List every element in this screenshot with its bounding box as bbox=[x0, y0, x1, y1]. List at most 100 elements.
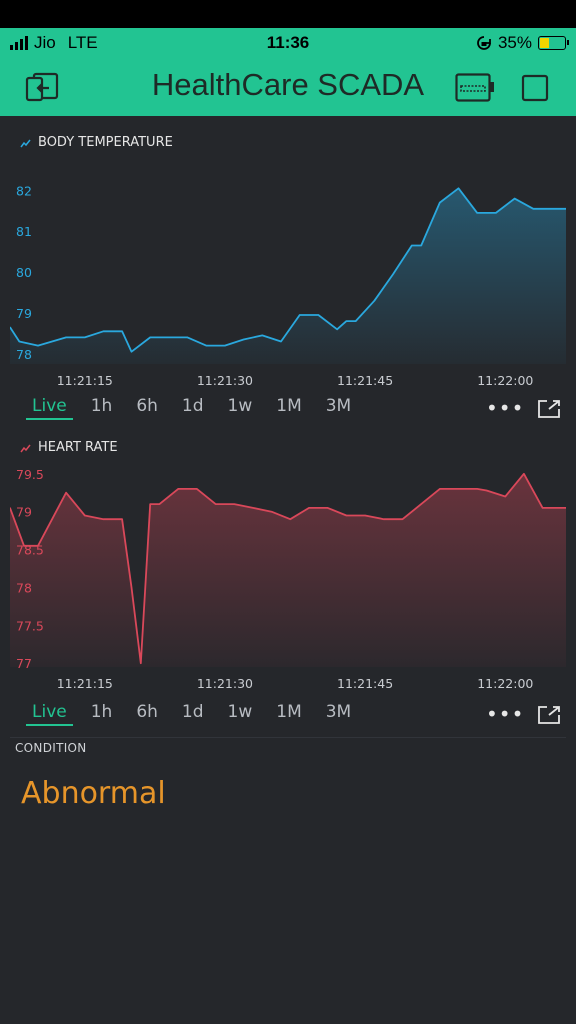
y-tick-label: 79 bbox=[16, 306, 32, 321]
heart_rate-data-point bbox=[65, 492, 67, 494]
rotation-lock-icon bbox=[477, 36, 491, 50]
heart_rate-data-point bbox=[345, 514, 347, 517]
square-button[interactable] bbox=[521, 74, 549, 106]
heart_rate-data-point bbox=[420, 503, 422, 505]
body_temperature-data-point bbox=[130, 351, 133, 353]
range-tab-1d[interactable]: 1d bbox=[181, 396, 204, 416]
heart_rate-data-point bbox=[476, 488, 478, 490]
heart-rate-more-button[interactable]: ••• bbox=[486, 702, 525, 726]
range-tab-1m[interactable]: 1M bbox=[276, 396, 302, 416]
y-tick-label: 79 bbox=[16, 505, 32, 520]
x-tick-label: 11:21:45 bbox=[337, 373, 393, 388]
heart_rate-data-point bbox=[523, 473, 525, 475]
heart_rate-data-point bbox=[121, 518, 123, 520]
carrier-name: Jio bbox=[34, 33, 56, 52]
body_temperature-data-point bbox=[514, 198, 516, 200]
body_temperature-data-point bbox=[65, 336, 67, 338]
expand-icon bbox=[538, 400, 560, 418]
body_temperature-data-point bbox=[243, 338, 245, 341]
heart_rate-data-point bbox=[439, 488, 441, 490]
heart_rate-data-point bbox=[215, 503, 217, 505]
condition-separator bbox=[10, 737, 566, 738]
range-tab-1w[interactable]: 1w bbox=[227, 396, 253, 416]
body_temperature-area bbox=[10, 188, 566, 364]
body_temperature-data-point bbox=[102, 330, 104, 332]
heart_rate-data-point bbox=[149, 503, 151, 505]
body_temperature-data-point bbox=[565, 208, 566, 210]
y-tick-label: 78 bbox=[16, 580, 32, 595]
heart_rate-data-point bbox=[196, 488, 198, 490]
body_temperature-data-point bbox=[317, 314, 319, 316]
x-tick-label: 11:22:00 bbox=[477, 373, 533, 388]
heart_rate-data-point bbox=[504, 495, 506, 498]
body_temperature-data-point bbox=[261, 334, 263, 336]
body_temperature-data-point bbox=[149, 336, 151, 338]
heart_rate-data-point bbox=[252, 507, 254, 509]
heart-rate-expand-button[interactable] bbox=[537, 705, 561, 729]
x-tick-label: 11:21:30 bbox=[197, 373, 253, 388]
heart_rate-data-point bbox=[457, 488, 460, 490]
range-tab-1m[interactable]: 1M bbox=[276, 702, 302, 722]
heart_rate-data-point bbox=[383, 518, 385, 520]
range-tab-3m[interactable]: 3M bbox=[325, 702, 352, 722]
heart_rate-data-point bbox=[140, 662, 142, 664]
device-icon bbox=[455, 73, 494, 102]
heart_rate-data-point bbox=[565, 507, 566, 509]
body_temperature-data-point bbox=[121, 330, 123, 332]
heart_rate-data-point bbox=[102, 518, 104, 520]
temperature-range-selector: Live 1h 6h 1d 1w 1M 3M bbox=[26, 396, 369, 420]
heart_rate-data-point bbox=[233, 503, 235, 505]
heart_rate-data-point bbox=[177, 488, 179, 490]
body_temperature-data-point bbox=[495, 212, 497, 214]
x-tick-label: 11:21:45 bbox=[337, 676, 393, 691]
heart_rate-data-point bbox=[542, 507, 544, 509]
range-tab-1w[interactable]: 1w bbox=[227, 702, 253, 722]
heart_rate-data-point bbox=[10, 507, 11, 509]
temperature-widget: BODY TEMPERATURE 82 81 80 79 78 11:21:15 11:21… bbox=[10, 118, 566, 438]
body_temperature-data-point bbox=[420, 244, 422, 247]
temperature-expand-button[interactable] bbox=[537, 399, 561, 423]
range-tab-1h[interactable]: 1h bbox=[90, 396, 113, 416]
exit-button[interactable] bbox=[25, 72, 59, 106]
battery-percent: 35% bbox=[497, 33, 532, 52]
network-type: LTE bbox=[67, 33, 98, 52]
range-tab-live[interactable]: Live bbox=[26, 396, 73, 420]
x-tick-label: 11:21:15 bbox=[57, 676, 113, 691]
body_temperature-data-point bbox=[205, 345, 207, 347]
heart_rate-data-point bbox=[158, 503, 161, 505]
heart_rate-data-point bbox=[289, 518, 291, 520]
body_temperature-data-point bbox=[224, 345, 226, 347]
app-title: HealthCare SCADA bbox=[151, 67, 425, 102]
body_temperature-data-point bbox=[457, 187, 460, 189]
x-tick-label: 11:22:00 bbox=[477, 676, 533, 691]
temperature-label: BODY TEMPERATURE bbox=[20, 135, 173, 150]
x-tick-label: 11:21:15 bbox=[57, 373, 113, 388]
body_temperature-data-point bbox=[551, 208, 553, 210]
body_temperature-data-point bbox=[345, 320, 347, 322]
range-tab-live[interactable]: Live bbox=[26, 702, 73, 726]
range-tab-6h[interactable]: 6h bbox=[136, 396, 158, 416]
heart_rate-data-point bbox=[23, 545, 25, 547]
y-tick-label: 78 bbox=[16, 347, 32, 362]
heart_rate-data-point bbox=[84, 514, 86, 517]
chart-line-icon bbox=[20, 444, 31, 452]
device-button[interactable] bbox=[455, 73, 495, 107]
battery-icon bbox=[538, 36, 569, 50]
temperature-more-button[interactable]: ••• bbox=[486, 396, 525, 420]
x-tick-label: 11:21:30 bbox=[197, 676, 253, 691]
range-tab-1h[interactable]: 1h bbox=[90, 702, 113, 722]
temperature-chart: 82 81 80 79 78 11:21:15 11:21:30 11:21:45 11:22:… bbox=[10, 183, 566, 388]
body_temperature-data-point bbox=[411, 244, 413, 247]
body_temperature-data-point bbox=[336, 328, 338, 330]
body_temperature-data-point bbox=[439, 202, 441, 204]
heart_rate-data-point bbox=[486, 489, 488, 492]
app-header: HealthCare SCADA bbox=[0, 58, 576, 116]
heart_rate-data-point bbox=[327, 507, 329, 509]
heart_rate-data-point bbox=[271, 511, 273, 513]
y-tick-label: 81 bbox=[16, 224, 32, 239]
status-left: Jio LTE bbox=[10, 33, 98, 53]
range-tab-6h[interactable]: 6h bbox=[136, 702, 158, 722]
range-tab-1d[interactable]: 1d bbox=[181, 702, 204, 722]
range-tab-3m[interactable]: 3M bbox=[325, 396, 352, 416]
expand-icon bbox=[538, 706, 560, 724]
